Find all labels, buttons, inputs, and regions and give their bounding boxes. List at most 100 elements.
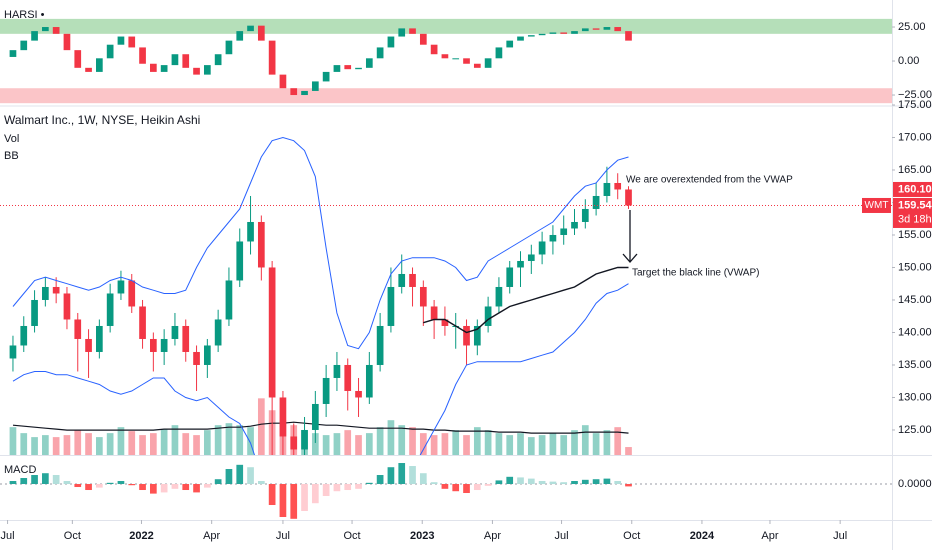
macd-bar	[128, 484, 136, 486]
harsi-candle	[333, 65, 341, 72]
macd-bar	[106, 482, 114, 485]
macd-bar	[149, 484, 157, 494]
harsi-candle	[117, 36, 125, 45]
volume-ma	[12, 421, 629, 434]
harsi-candle	[160, 65, 168, 72]
harsi-candle	[247, 25, 254, 32]
harsi-candle	[463, 58, 470, 64]
x-tick-label: 2023	[410, 530, 434, 542]
volume-bar	[484, 430, 492, 455]
harsi-candle	[52, 27, 60, 34]
y-tick-label: 150.00	[898, 261, 932, 273]
volume-bar	[527, 437, 535, 455]
harsi-candle	[225, 40, 233, 55]
macd-bar	[290, 484, 298, 519]
macd-bar	[225, 469, 233, 485]
harsi-candle	[322, 71, 330, 82]
macd-bar	[409, 466, 416, 485]
volume-bar	[160, 429, 168, 455]
macd-bar	[9, 481, 17, 485]
arrow-head	[622, 253, 638, 263]
harsi-candle	[42, 27, 49, 32]
candle-body	[128, 280, 136, 307]
candle-body	[484, 306, 492, 326]
volume-bar	[495, 433, 503, 455]
volume-bar	[311, 433, 319, 455]
harsi-candle	[182, 54, 190, 68]
candle-body	[527, 254, 535, 261]
candle-body	[106, 293, 114, 326]
candle-body	[365, 364, 373, 398]
y-tick-label: 140.00	[898, 326, 932, 338]
volume-bar	[592, 433, 600, 455]
candle-body	[52, 286, 60, 294]
candle-body	[193, 351, 200, 365]
harsi-candle	[128, 36, 136, 48]
harsi-candle	[398, 28, 406, 37]
annotation: Target the black line (VWAP)	[632, 268, 759, 279]
macd-bar	[31, 475, 38, 485]
candle-body	[31, 299, 38, 326]
y-tick-label: 175.00	[898, 99, 932, 111]
candle-body	[42, 286, 49, 300]
candle-body	[506, 267, 514, 287]
price-box	[893, 197, 932, 228]
volume-bar	[96, 437, 103, 455]
harsi-candle	[279, 74, 287, 89]
candle-body	[171, 325, 179, 339]
harsi-candle	[203, 65, 211, 75]
macd-bar	[571, 481, 578, 485]
volume-bar	[322, 435, 330, 455]
macd-bar	[463, 484, 470, 494]
macd-bar	[473, 484, 481, 491]
candle-body	[398, 273, 406, 287]
harsi-candle	[409, 28, 416, 34]
candle-body	[279, 397, 287, 437]
price-panel	[0, 136, 892, 455]
macd-bar	[344, 484, 352, 491]
harsi-title: HARSI •	[4, 9, 45, 21]
candle-body	[376, 325, 384, 365]
harsi-candle	[257, 25, 265, 41]
volume-bar	[9, 427, 17, 455]
volume-bar	[128, 431, 136, 455]
harsi-candle	[236, 31, 244, 41]
volume-bar	[236, 425, 244, 455]
macd-bar	[301, 484, 308, 512]
macd-bar	[247, 467, 254, 485]
harsi-candle	[344, 65, 352, 70]
candle-body	[96, 325, 103, 352]
symbol-tag	[862, 197, 891, 213]
macd-bar	[441, 484, 449, 489]
x-tick-label: Jul	[1, 530, 15, 542]
volume-bar	[214, 425, 222, 455]
macd-bar	[517, 477, 524, 485]
harsi-candle	[581, 28, 589, 32]
harsi-candle	[527, 35, 535, 37]
harsi-candle	[31, 31, 38, 41]
harsi-candle	[495, 47, 503, 59]
volume-bar	[473, 427, 481, 455]
macd-bar	[614, 481, 622, 485]
macd-bar	[52, 475, 60, 485]
candle-body	[549, 234, 557, 242]
harsi-candle	[365, 58, 373, 68]
harsi-candle	[549, 32, 557, 34]
macd-bar	[398, 463, 406, 485]
macd-bar	[322, 484, 330, 497]
volume-bar	[376, 427, 384, 455]
candle-body	[225, 280, 233, 320]
volume-bar	[365, 433, 373, 455]
harsi-candle	[139, 47, 146, 64]
volume-bar	[517, 433, 524, 455]
macd-bar	[430, 482, 438, 485]
volume-bar	[452, 430, 460, 455]
volume-bar	[463, 435, 470, 455]
macd-bar	[214, 479, 222, 485]
macd-title: MACD	[4, 464, 36, 476]
harsi-candle	[9, 50, 17, 57]
candle-body	[333, 364, 341, 378]
volume-bar	[257, 398, 265, 455]
x-tick-label: Oct	[64, 530, 81, 542]
x-tick-label: Apr	[761, 530, 778, 542]
